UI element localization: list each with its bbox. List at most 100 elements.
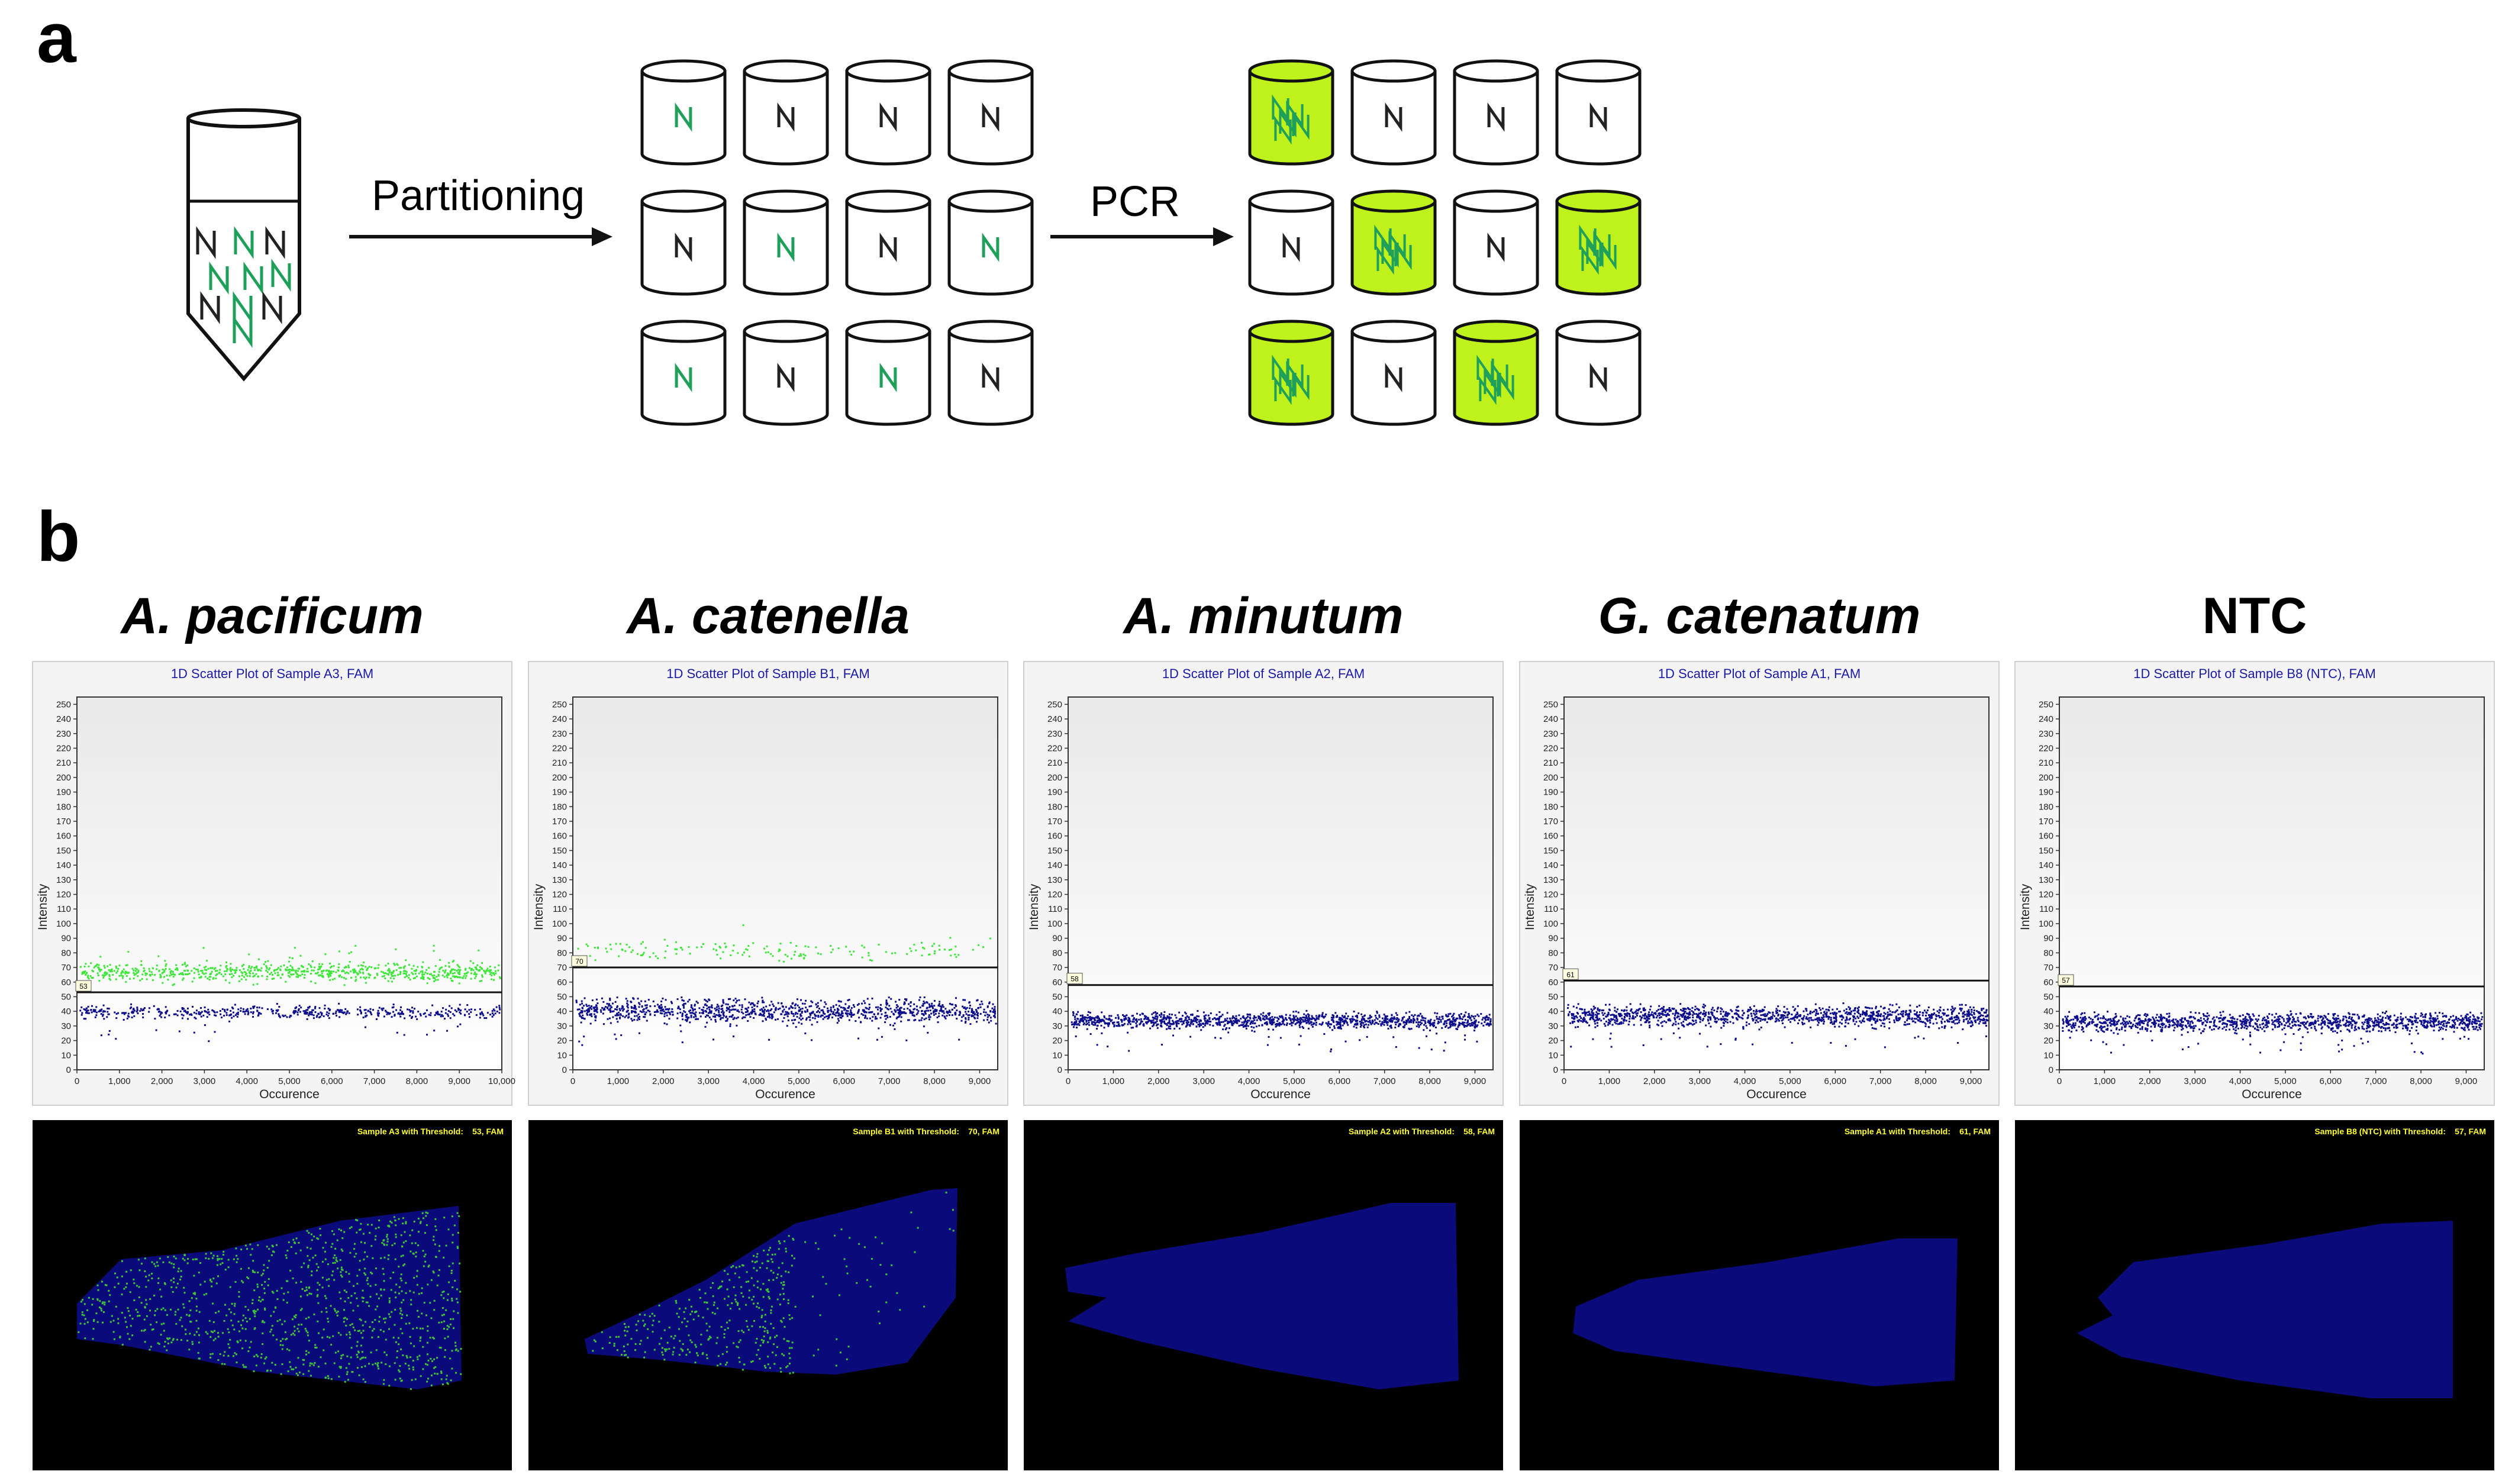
plot-area [1068,696,1494,1070]
x-tick-label: 1,000 [607,1076,630,1086]
y-tick-label: 210 [2039,758,2053,768]
y-tick-label: 120 [56,890,71,900]
y-tick-label: 30 [1548,1021,1558,1031]
x-tick-label: 6,000 [1329,1076,1351,1086]
y-tick-label: 130 [1047,875,1062,885]
y-tick-label: 150 [1047,846,1062,856]
y-tick-label: 80 [1052,948,1062,958]
x-tick-label: 0 [1066,1076,1071,1086]
chip-caption-value: 70, FAM [968,1127,999,1136]
x-tick-label: 6,000 [833,1076,856,1086]
x-tick-label: 4,000 [1734,1076,1756,1086]
y-tick-label: 250 [1047,699,1062,709]
y-axis-label: Intensity [2019,883,2032,930]
chip-droplet-region [2077,1221,2453,1398]
y-tick-label: 230 [552,729,567,739]
threshold-tag [1066,973,1083,985]
partition-well [1453,189,1539,296]
y-tick-label: 40 [2043,1006,2053,1017]
x-tick-label: 9,000 [1464,1076,1487,1086]
y-tick-label: 110 [57,904,71,914]
y-tick-label: 140 [56,860,71,870]
partition-well [1248,189,1334,296]
species-title: G. catenatum [1598,588,1921,644]
y-tick-label: 160 [552,831,567,841]
panel-b-letter: b [37,497,80,576]
y-tick-label: 240 [56,714,71,724]
y-tick-label: 50 [1548,992,1558,1002]
droplet-points [79,944,501,1043]
partition-well [1350,189,1437,296]
y-tick-label: 40 [1052,1006,1062,1017]
x-tick-label: 1,000 [108,1076,131,1086]
y-tick-label: 200 [1543,773,1558,783]
partition-well [1555,189,1642,296]
y-tick-label: 10 [1548,1050,1558,1060]
y-tick-label: 100 [1047,919,1062,929]
chip-droplet-region [1573,1238,1958,1386]
partition-well [845,320,931,426]
y-tick-label: 190 [1543,788,1558,798]
x-tick-label: 4,000 [2229,1076,2252,1086]
chip-caption: Sample B8 (NTC) with Threshold: [2314,1127,2446,1136]
x-tick-label: 2,000 [652,1076,675,1086]
y-tick-label: 80 [557,948,567,958]
y-tick-label: 30 [557,1021,567,1031]
y-tick-label: 160 [56,831,71,841]
y-tick-label: 210 [1543,758,1558,768]
x-tick-label: 1,000 [2094,1076,2116,1086]
y-tick-label: 130 [2039,875,2053,885]
y-tick-label: 70 [61,963,71,973]
y-tick-label: 0 [562,1065,567,1075]
scatter-plot-title: 1D Scatter Plot of Sample A2, FAM [1162,666,1365,681]
y-tick-label: 140 [1047,860,1062,870]
y-tick-label: 90 [1548,934,1558,944]
y-tick-label: 60 [61,977,71,988]
y-tick-label: 100 [56,919,71,929]
x-tick-label: 3,000 [1192,1076,1215,1086]
y-tick-label: 20 [61,1036,71,1046]
x-tick-label: 5,000 [1283,1076,1305,1086]
x-tick-label: 1,000 [1598,1076,1621,1086]
y-tick-label: 250 [552,699,567,709]
x-axis-label: Occurence [1746,1088,1807,1101]
chip-caption: Sample B1 with Threshold: [853,1127,959,1136]
partition-well [1555,320,1642,426]
droplet-points [1071,1009,1492,1053]
droplet-points [1566,1002,1988,1049]
panel-a-letter: a [37,0,77,78]
y-tick-label: 90 [61,934,71,944]
y-tick-label: 110 [2039,904,2053,914]
y-tick-label: 180 [56,802,71,812]
chip-caption: Sample A1 with Threshold: [1845,1127,1950,1136]
y-tick-label: 50 [61,992,71,1002]
sample-panel: A. pacificum 1D Scatter Plot of Sample A3… [32,588,515,1470]
y-tick-label: 50 [2043,992,2053,1002]
x-tick-label: 3,000 [697,1076,720,1086]
x-tick-label: 5,000 [788,1076,810,1086]
x-tick-label: 6,000 [2320,1076,2342,1086]
threshold-value: 53 [79,982,88,991]
chip-caption-value: 61, FAM [1959,1127,1991,1136]
y-tick-label: 120 [1047,890,1062,900]
y-tick-label: 40 [61,1006,71,1017]
threshold-tag [75,980,92,992]
x-tick-label: 4,000 [1238,1076,1260,1086]
sample-panel: A. catenella 1D Scatter Plot of Sample B1… [528,588,1008,1470]
x-tick-label: 5,000 [2274,1076,2297,1086]
y-tick-label: 30 [2043,1021,2053,1031]
sample-tube [186,108,301,382]
y-tick-label: 240 [2039,714,2053,724]
y-tick-label: 190 [56,788,71,798]
tube-molecules [196,226,291,348]
sample-panel: G. catenatum 1D Scatter Plot of Sample A1… [1519,588,2000,1470]
y-axis-label: Intensity [36,883,50,930]
y-tick-label: 190 [2039,788,2053,798]
y-tick-label: 150 [1543,846,1558,856]
y-tick-label: 220 [1047,743,1062,753]
x-tick-label: 2,000 [1147,1076,1170,1086]
partition-well [640,59,727,166]
y-tick-label: 10 [61,1050,71,1060]
y-tick-label: 180 [1543,802,1558,812]
scatter-plot-title: 1D Scatter Plot of Sample A1, FAM [1658,666,1861,681]
